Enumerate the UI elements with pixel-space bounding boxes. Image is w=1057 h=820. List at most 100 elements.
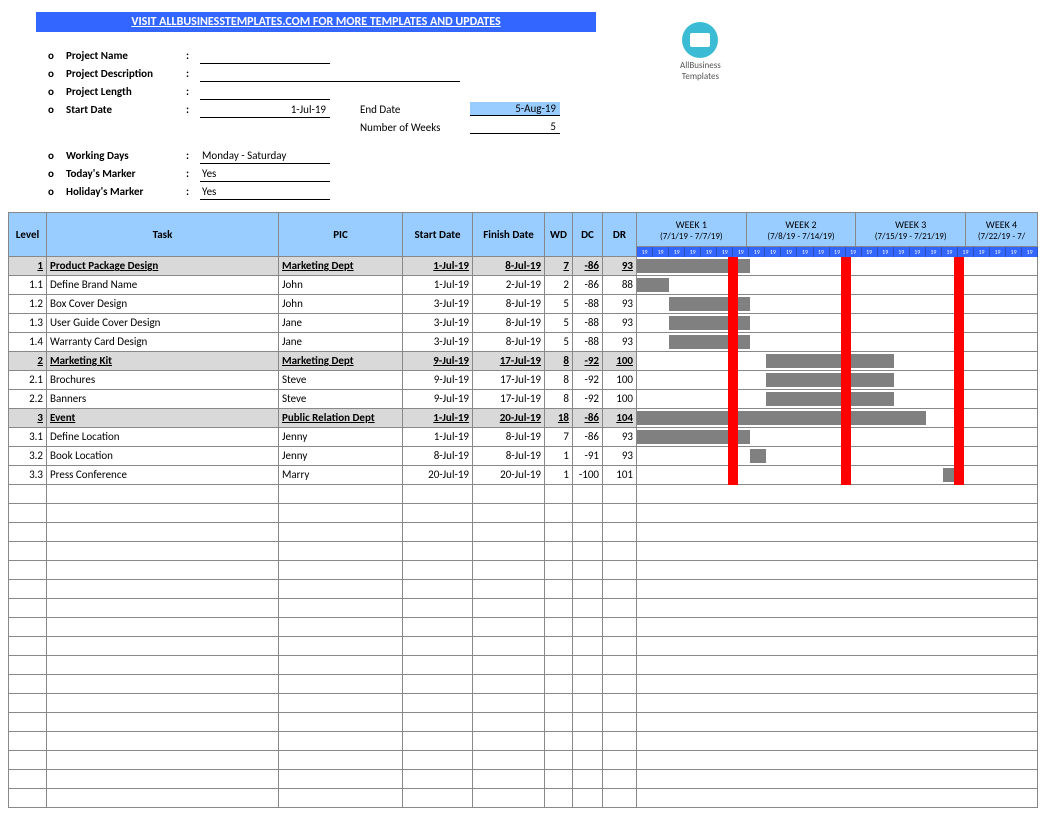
cell-dr[interactable] bbox=[603, 770, 637, 789]
empty-row[interactable] bbox=[9, 656, 1038, 675]
input-project-desc[interactable] bbox=[200, 65, 460, 82]
empty-row[interactable] bbox=[9, 694, 1038, 713]
empty-row[interactable] bbox=[9, 485, 1038, 504]
cell-dr[interactable]: 93 bbox=[603, 257, 637, 276]
cell-start-date[interactable]: 9-Jul-19 bbox=[403, 352, 473, 371]
cell-finish-date[interactable] bbox=[473, 694, 545, 713]
cell-level[interactable] bbox=[9, 599, 47, 618]
cell-finish-date[interactable]: 8-Jul-19 bbox=[473, 314, 545, 333]
cell-start-date[interactable]: 1-Jul-19 bbox=[403, 409, 473, 428]
cell-dr[interactable]: 93 bbox=[603, 333, 637, 352]
cell-task[interactable] bbox=[47, 675, 279, 694]
cell-task[interactable]: Box Cover Design bbox=[47, 295, 279, 314]
task-row[interactable]: 3.1Define LocationJenny1-Jul-198-Jul-197… bbox=[9, 428, 1038, 447]
header-pic[interactable]: PIC bbox=[279, 213, 403, 257]
task-row[interactable]: 3.3Press ConferenceMarry20-Jul-1920-Jul-… bbox=[9, 466, 1038, 485]
cell-start-date[interactable] bbox=[403, 713, 473, 732]
header-dc[interactable]: DC bbox=[573, 213, 603, 257]
cell-pic[interactable] bbox=[279, 504, 403, 523]
cell-pic[interactable] bbox=[279, 694, 403, 713]
cell-wd[interactable] bbox=[545, 637, 573, 656]
cell-start-date[interactable] bbox=[403, 599, 473, 618]
empty-row[interactable] bbox=[9, 599, 1038, 618]
cell-finish-date[interactable] bbox=[473, 675, 545, 694]
cell-dc[interactable]: -86 bbox=[573, 276, 603, 295]
cell-task[interactable] bbox=[47, 618, 279, 637]
cell-level[interactable]: 3.1 bbox=[9, 428, 47, 447]
empty-row[interactable] bbox=[9, 542, 1038, 561]
cell-level[interactable] bbox=[9, 656, 47, 675]
cell-pic[interactable]: John bbox=[279, 295, 403, 314]
cell-dc[interactable] bbox=[573, 504, 603, 523]
header-task[interactable]: Task bbox=[47, 213, 279, 257]
cell-finish-date[interactable]: 8-Jul-19 bbox=[473, 257, 545, 276]
group-row[interactable]: 2Marketing KitMarketing Dept9-Jul-1917-J… bbox=[9, 352, 1038, 371]
cell-dr[interactable] bbox=[603, 656, 637, 675]
cell-wd[interactable]: 5 bbox=[545, 295, 573, 314]
cell-pic[interactable] bbox=[279, 561, 403, 580]
cell-task[interactable]: Marketing Kit bbox=[47, 352, 279, 371]
cell-level[interactable] bbox=[9, 694, 47, 713]
cell-pic[interactable]: John bbox=[279, 276, 403, 295]
cell-pic[interactable] bbox=[279, 675, 403, 694]
cell-dr[interactable] bbox=[603, 542, 637, 561]
header-dr[interactable]: DR bbox=[603, 213, 637, 257]
cell-task[interactable]: Banners bbox=[47, 390, 279, 409]
cell-wd[interactable]: 5 bbox=[545, 314, 573, 333]
cell-pic[interactable]: Steve bbox=[279, 371, 403, 390]
cell-start-date[interactable]: 1-Jul-19 bbox=[403, 276, 473, 295]
cell-level[interactable]: 1.4 bbox=[9, 333, 47, 352]
cell-task[interactable] bbox=[47, 732, 279, 751]
cell-dc[interactable] bbox=[573, 561, 603, 580]
cell-start-date[interactable]: 3-Jul-19 bbox=[403, 333, 473, 352]
cell-dc[interactable] bbox=[573, 656, 603, 675]
cell-finish-date[interactable] bbox=[473, 523, 545, 542]
cell-level[interactable]: 1.3 bbox=[9, 314, 47, 333]
group-row[interactable]: 1Product Package DesignMarketing Dept1-J… bbox=[9, 257, 1038, 276]
cell-dr[interactable] bbox=[603, 694, 637, 713]
cell-pic[interactable]: Jenny bbox=[279, 447, 403, 466]
cell-dr[interactable] bbox=[603, 485, 637, 504]
cell-task[interactable] bbox=[47, 599, 279, 618]
cell-task[interactable]: Book Location bbox=[47, 447, 279, 466]
cell-wd[interactable]: 7 bbox=[545, 428, 573, 447]
input-project-name[interactable] bbox=[200, 47, 330, 64]
cell-finish-date[interactable]: 20-Jul-19 bbox=[473, 466, 545, 485]
cell-finish-date[interactable] bbox=[473, 580, 545, 599]
cell-dr[interactable]: 88 bbox=[603, 276, 637, 295]
cell-dr[interactable] bbox=[603, 599, 637, 618]
cell-finish-date[interactable]: 8-Jul-19 bbox=[473, 333, 545, 352]
cell-wd[interactable]: 8 bbox=[545, 352, 573, 371]
cell-task[interactable] bbox=[47, 637, 279, 656]
cell-pic[interactable] bbox=[279, 789, 403, 808]
cell-dc[interactable]: -92 bbox=[573, 390, 603, 409]
cell-start-date[interactable]: 20-Jul-19 bbox=[403, 466, 473, 485]
cell-dr[interactable]: 100 bbox=[603, 352, 637, 371]
cell-wd[interactable] bbox=[545, 656, 573, 675]
cell-dc[interactable] bbox=[573, 542, 603, 561]
cell-start-date[interactable] bbox=[403, 485, 473, 504]
cell-dr[interactable] bbox=[603, 580, 637, 599]
cell-start-date[interactable] bbox=[403, 732, 473, 751]
cell-start-date[interactable]: 3-Jul-19 bbox=[403, 314, 473, 333]
cell-level[interactable] bbox=[9, 770, 47, 789]
cell-dc[interactable]: -100 bbox=[573, 466, 603, 485]
cell-dr[interactable] bbox=[603, 751, 637, 770]
cell-start-date[interactable]: 9-Jul-19 bbox=[403, 371, 473, 390]
cell-wd[interactable] bbox=[545, 789, 573, 808]
cell-dc[interactable]: -92 bbox=[573, 371, 603, 390]
cell-wd[interactable] bbox=[545, 751, 573, 770]
cell-start-date[interactable]: 8-Jul-19 bbox=[403, 447, 473, 466]
cell-finish-date[interactable] bbox=[473, 732, 545, 751]
cell-dc[interactable]: -91 bbox=[573, 447, 603, 466]
empty-row[interactable] bbox=[9, 618, 1038, 637]
cell-level[interactable] bbox=[9, 561, 47, 580]
cell-wd[interactable] bbox=[545, 561, 573, 580]
cell-wd[interactable] bbox=[545, 599, 573, 618]
task-row[interactable]: 1.4Warranty Card DesignJane3-Jul-198-Jul… bbox=[9, 333, 1038, 352]
cell-level[interactable] bbox=[9, 542, 47, 561]
cell-level[interactable] bbox=[9, 618, 47, 637]
cell-level[interactable]: 2.2 bbox=[9, 390, 47, 409]
cell-dr[interactable]: 93 bbox=[603, 428, 637, 447]
header-finish-date[interactable]: Finish Date bbox=[473, 213, 545, 257]
